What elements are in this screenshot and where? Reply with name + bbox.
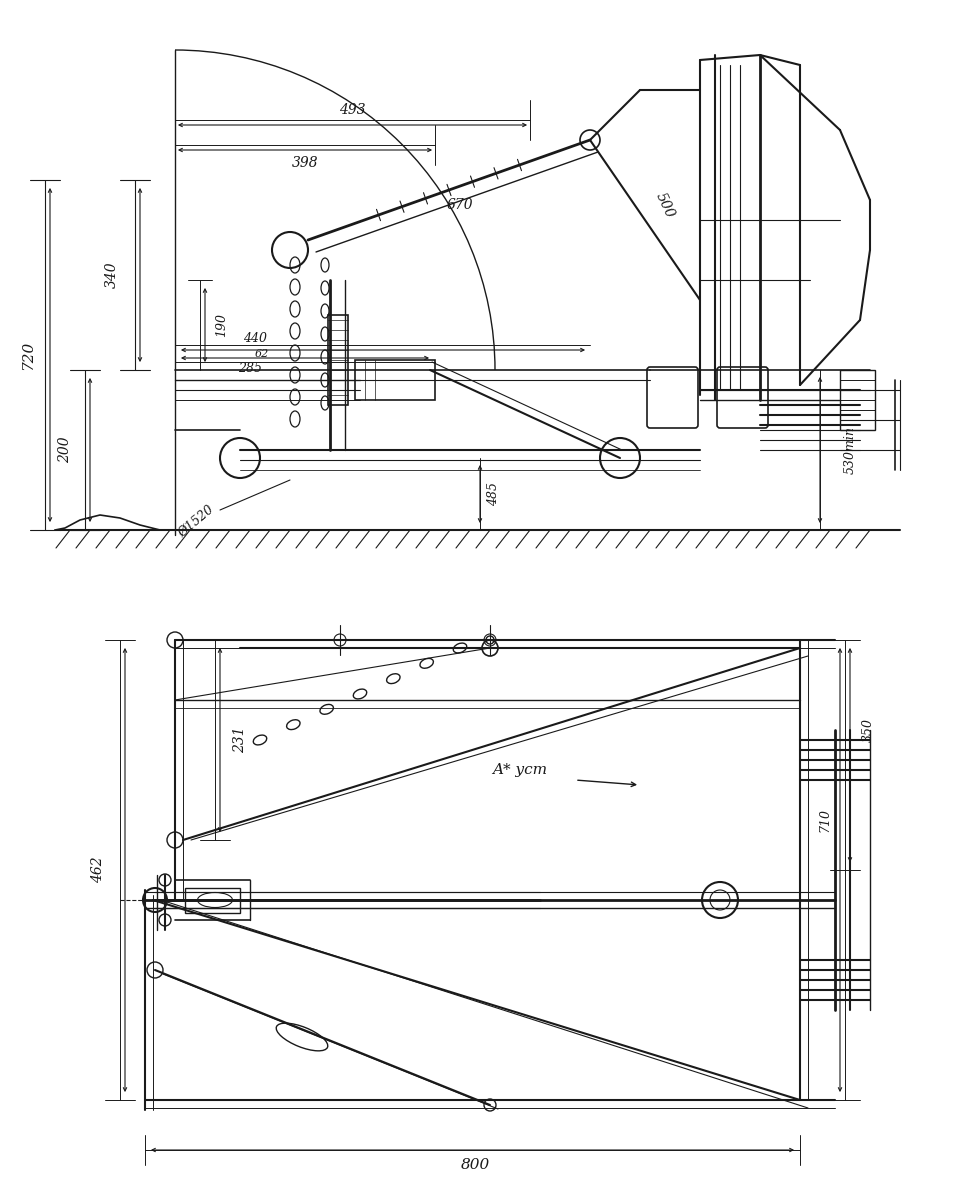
Text: 350: 350 [862, 718, 874, 742]
Bar [355, 360, 435, 400]
Text: 530min: 530min [843, 426, 857, 474]
Text: 720: 720 [21, 341, 35, 370]
Text: 200: 200 [58, 437, 72, 463]
Bar [840, 370, 875, 430]
Text: 285: 285 [238, 361, 262, 374]
Text: 500: 500 [653, 190, 677, 220]
Text: A* ycm: A* ycm [492, 763, 547, 778]
Text: 190: 190 [216, 313, 228, 337]
Text: 440: 440 [243, 331, 267, 344]
Text: 231: 231 [233, 727, 247, 754]
Text: 670: 670 [447, 198, 473, 212]
Text: 800: 800 [460, 1158, 489, 1172]
Bar [328, 314, 348, 404]
Text: 493: 493 [338, 103, 366, 116]
Text: Ø1520: Ø1520 [176, 504, 217, 540]
Text: 710: 710 [818, 808, 832, 832]
Text: 485: 485 [487, 482, 501, 506]
Bar [185, 888, 240, 913]
Text: 398: 398 [292, 156, 318, 170]
Text: 462: 462 [91, 857, 105, 883]
Text: 340: 340 [105, 262, 119, 288]
Text: 62: 62 [255, 349, 269, 359]
